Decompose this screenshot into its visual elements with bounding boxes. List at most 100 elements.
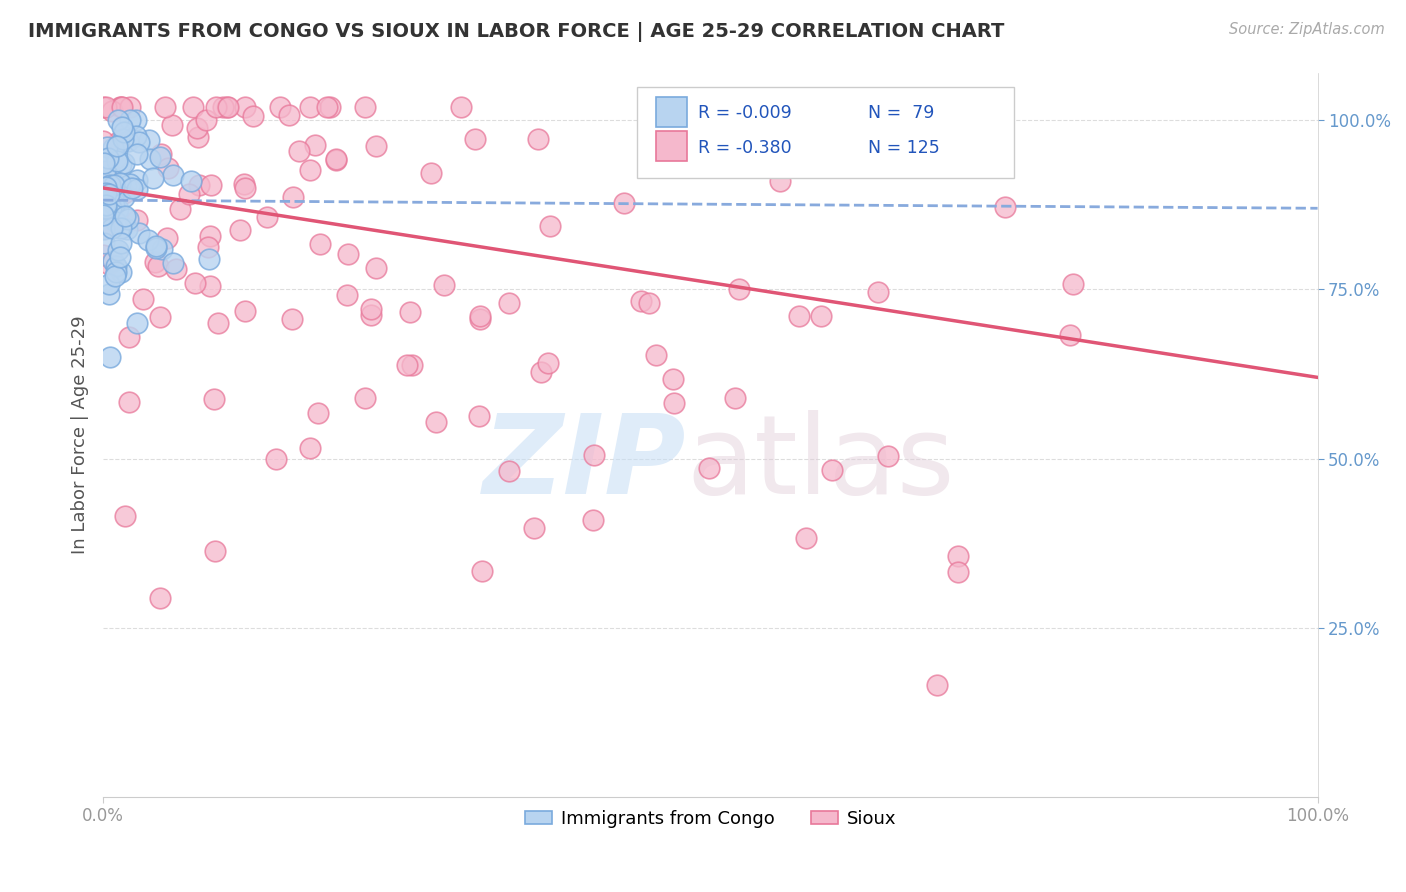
Point (105, 153, 128, 168)
Point (537, 356, 560, 370)
Point (425, 415, 447, 429)
Point (93, 236, 115, 251)
Point (111, 120, 134, 134)
Point (399, 305, 422, 319)
Point (94, 202, 117, 216)
Point (115, 178, 138, 193)
Point (927, 678, 949, 692)
Point (127, 146, 149, 161)
Point (100, 202, 122, 216)
Point (112, 125, 135, 139)
Point (204, 100, 226, 114)
Text: Source: ZipAtlas.com: Source: ZipAtlas.com (1229, 22, 1385, 37)
Point (211, 100, 233, 114)
Point (110, 157, 132, 171)
Point (93, 156, 115, 170)
Point (233, 180, 256, 194)
Point (468, 409, 491, 423)
Point (450, 100, 472, 114)
Point (498, 296, 520, 310)
Point (105, 138, 128, 153)
Point (150, 146, 173, 161)
Point (266, 451, 288, 466)
Point (107, 136, 129, 150)
Point (180, 174, 202, 188)
Point (100, 178, 122, 193)
Point (281, 312, 304, 326)
Point (419, 166, 441, 180)
Point (523, 521, 546, 535)
Point (138, 133, 160, 147)
Point (110, 100, 132, 114)
Point (93, 222, 115, 236)
Point (111, 100, 134, 114)
Point (242, 109, 264, 123)
Point (337, 246, 360, 260)
Point (194, 113, 217, 128)
Point (117, 134, 139, 148)
Point (104, 259, 127, 273)
Point (256, 210, 278, 224)
Point (540, 219, 562, 234)
Point (104, 152, 127, 166)
Point (298, 441, 321, 455)
Point (136, 233, 159, 247)
Point (103, 178, 125, 192)
Point (198, 252, 221, 267)
Point (97, 187, 120, 202)
Point (108, 100, 131, 114)
Point (127, 182, 149, 196)
Point (97, 151, 120, 165)
Point (101, 141, 124, 155)
Point (104, 268, 127, 283)
Point (769, 174, 792, 188)
Point (468, 311, 491, 326)
Text: N =  79: N = 79 (869, 103, 935, 122)
Point (118, 330, 141, 344)
Point (699, 460, 721, 475)
Point (994, 200, 1017, 214)
Point (124, 129, 146, 144)
Point (160, 118, 183, 132)
Point (299, 163, 322, 178)
Point (114, 210, 136, 224)
Point (1059, 327, 1081, 342)
Point (464, 132, 486, 146)
Point (308, 237, 330, 252)
Point (103, 193, 125, 207)
Point (316, 100, 339, 114)
Point (269, 100, 291, 114)
Point (93, 199, 115, 213)
Point (118, 178, 141, 192)
Point (98, 287, 121, 301)
Point (149, 150, 172, 164)
Point (233, 100, 256, 114)
Point (200, 178, 222, 193)
Point (229, 223, 252, 237)
Point (125, 316, 148, 330)
Point (165, 262, 187, 277)
Text: ZIP: ZIP (482, 410, 686, 517)
Point (156, 231, 179, 245)
Point (198, 278, 221, 293)
Point (145, 241, 167, 255)
Point (794, 531, 817, 545)
Point (162, 168, 184, 182)
Point (470, 309, 492, 323)
Point (128, 226, 150, 240)
Point (353, 391, 375, 405)
Point (360, 302, 382, 317)
Point (108, 176, 131, 190)
Point (360, 309, 382, 323)
Point (217, 100, 239, 114)
Point (110, 220, 132, 235)
Point (114, 509, 136, 524)
Point (319, 100, 342, 114)
Point (304, 138, 326, 153)
Point (108, 250, 131, 264)
Point (179, 187, 201, 202)
Point (103, 187, 125, 202)
Point (150, 242, 173, 256)
Point (181, 100, 204, 114)
Point (118, 181, 141, 195)
